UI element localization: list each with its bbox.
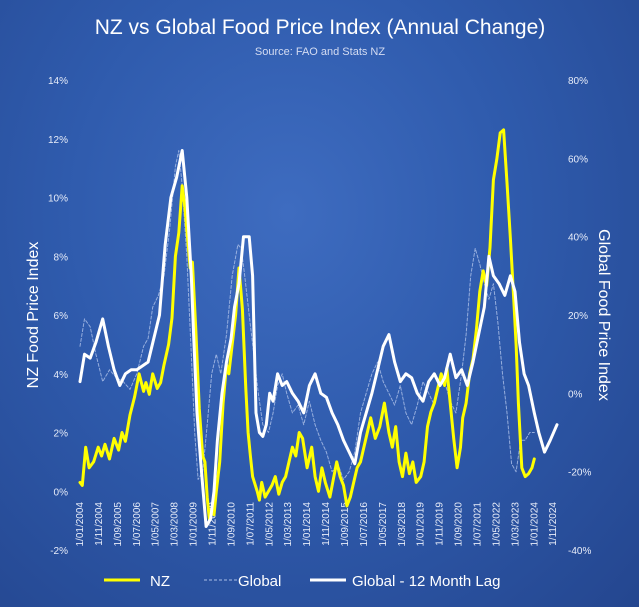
series-line-nz (78, 128, 536, 523)
right-axis-title: Global Food Price Index (595, 229, 612, 401)
x-tick-label: 1/01/2004 (75, 502, 86, 547)
left-tick-label: 6% (54, 311, 69, 322)
left-tick-label: 2% (54, 429, 69, 440)
left-axis-title: NZ Food Price Index (25, 242, 42, 389)
x-tick-label: 1/01/2019 (416, 502, 427, 547)
left-tick-label: 10% (48, 194, 68, 205)
x-tick-label: 1/09/2010 (226, 502, 237, 547)
x-tick-label: 1/03/2023 (510, 502, 521, 547)
legend-label-global: Global (238, 573, 281, 590)
x-tick-label: 1/07/2021 (473, 502, 484, 547)
right-tick-label: 60% (568, 154, 588, 165)
x-tick-label: 1/03/2013 (283, 502, 294, 547)
x-tick-label: 1/05/2007 (151, 502, 162, 547)
right-tick-label: 0% (568, 389, 583, 400)
left-tick-label: 4% (54, 370, 69, 381)
x-tick-label: 1/05/2012 (264, 502, 275, 547)
right-tick-label: 40% (568, 233, 588, 244)
x-tick-label: 1/11/2024 (548, 502, 559, 546)
left-tick-label: 8% (54, 252, 69, 263)
x-tick-label: 1/11/2014 (321, 502, 332, 546)
x-tick-label: 1/09/2020 (454, 502, 465, 547)
x-tick-label: 1/01/2024 (529, 502, 540, 547)
left-tick-label: 0% (54, 487, 69, 498)
series-layer (78, 128, 559, 528)
x-tick-label: 1/03/2018 (397, 502, 408, 547)
x-tick-label: 1/09/2015 (340, 502, 351, 547)
x-tick-label: 1/11/2019 (435, 502, 446, 546)
x-tick-label: 1/07/2011 (245, 502, 256, 546)
right-tick-label: 80% (568, 76, 588, 87)
right-tick-label: 20% (568, 311, 588, 322)
right-tick-label: -40% (568, 546, 591, 557)
chart-subtitle: Source: FAO and Stats NZ (255, 46, 386, 58)
x-tick-label: 1/07/2016 (359, 502, 370, 547)
x-tick-label: 1/07/2006 (132, 502, 143, 547)
series-line-global (79, 150, 535, 480)
left-tick-label: 14% (48, 76, 68, 87)
x-tick-label: 1/01/2014 (302, 502, 313, 547)
left-tick-label: -2% (50, 546, 68, 557)
x-tick-label: 1/09/2005 (113, 502, 124, 547)
x-axis: 1/01/2004 1/11/2004 1/09/2005 1/07/2006 1/05… (75, 502, 559, 547)
x-tick-label: 1/11/2004 (94, 502, 105, 546)
right-axis: -40% -20% 0% 20% 40% 60% 80% (568, 76, 591, 557)
left-tick-label: 12% (48, 135, 68, 146)
x-tick-label: 1/11/2009 (208, 502, 219, 546)
x-tick-label: 1/05/2022 (491, 502, 502, 547)
left-axis: -2% 0% 2% 4% 6% 8% 10% 12% 14% (48, 76, 68, 557)
legend: NZ Global Global - 12 Month Lag (104, 573, 500, 590)
x-tick-label: 1/01/2009 (189, 502, 200, 547)
x-tick-label: 1/05/2017 (378, 502, 389, 547)
right-tick-label: -20% (568, 468, 591, 479)
legend-label-lag: Global - 12 Month Lag (352, 573, 500, 590)
chart-title: NZ vs Global Food Price Index (Annual Ch… (95, 16, 546, 39)
series-line-lag (78, 149, 559, 528)
legend-label-nz: NZ (150, 573, 170, 590)
x-tick-label: 1/03/2008 (170, 502, 181, 547)
